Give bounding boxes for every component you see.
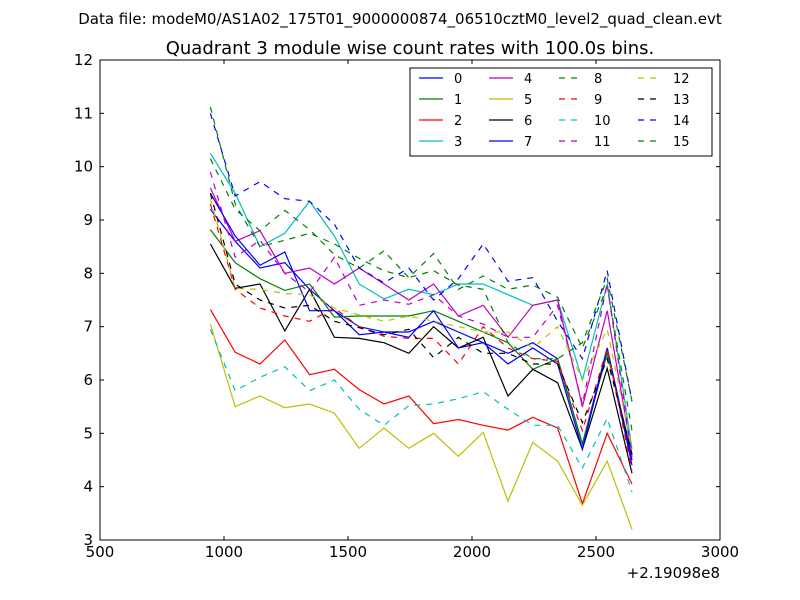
plot-lines [209,106,633,530]
series-line-2 [209,309,633,506]
y-tick-label: 11 [74,104,93,122]
legend-label-4: 4 [524,72,532,87]
x-tick-label: 2000 [453,543,491,561]
y-tick-label: 6 [83,371,93,389]
x-tick-label: 1000 [205,543,243,561]
series-line-7 [209,192,633,461]
legend-label-5: 5 [524,93,532,108]
series-line-13 [209,193,633,455]
x-tick-label: 500 [86,543,115,561]
legend-label-0: 0 [454,72,462,87]
series-line-12 [209,198,633,450]
legend-label-7: 7 [524,135,532,150]
x-tick-label: 3000 [701,543,739,561]
y-tick-label: 10 [74,158,93,176]
legend-label-11: 11 [594,135,611,150]
x-tick-label: 1500 [329,543,367,561]
series-line-6 [209,243,633,474]
chart-title: Quadrant 3 module wise count rates with … [166,38,655,59]
y-tick-label: 12 [74,51,93,69]
y-tick-label: 5 [83,424,93,442]
legend-label-13: 13 [673,93,690,108]
x-offset-label: +2.19098e8 [627,564,720,582]
legend-label-1: 1 [454,93,462,108]
legend-label-3: 3 [454,135,462,150]
legend-label-15: 15 [673,135,690,150]
series-line-9 [209,203,633,471]
series-line-15 [209,106,633,402]
legend-label-8: 8 [594,72,602,87]
series-line-14 [209,113,633,402]
y-tick-label: 9 [83,211,93,229]
legend-label-2: 2 [454,114,462,129]
series-line-5 [209,323,633,530]
series-line-11 [209,171,633,458]
plot-frame [99,59,721,541]
legend-label-10: 10 [594,114,611,129]
legend-label-12: 12 [673,72,690,87]
legend-label-6: 6 [524,114,532,129]
x-tick-label: 2500 [577,543,615,561]
legend-label-14: 14 [673,114,690,129]
y-tick-label: 4 [83,478,93,496]
series-line-4 [209,187,633,455]
y-tick-label: 3 [83,531,93,549]
y-tick-label: 7 [83,318,93,336]
chart-suptitle: Data file: modeM0/AS1A02_175T01_90000008… [78,10,722,29]
legend-label-9: 9 [594,93,602,108]
y-tick-label: 8 [83,264,93,282]
